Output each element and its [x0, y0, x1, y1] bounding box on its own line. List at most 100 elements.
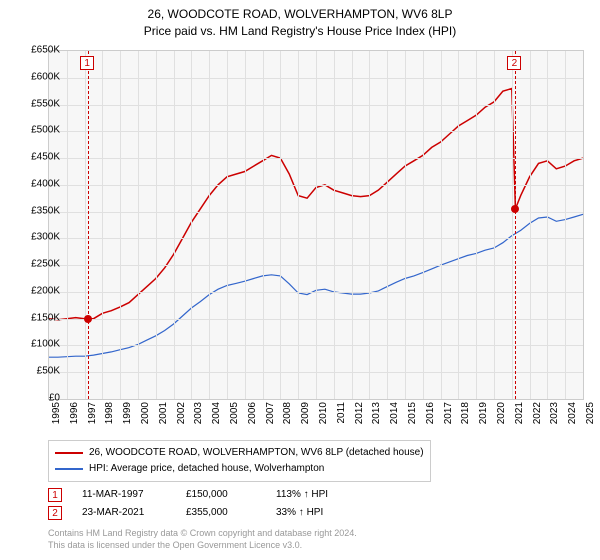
y-axis-label: £600K	[20, 71, 60, 82]
y-axis-label: £450K	[20, 152, 60, 163]
x-axis-label: 1998	[104, 402, 115, 424]
gridline-v	[263, 51, 264, 399]
title-block: 26, WOODCOTE ROAD, WOLVERHAMPTON, WV6 8L…	[0, 0, 600, 40]
gridline-v	[120, 51, 121, 399]
sale-date: 23-MAR-2021	[82, 504, 166, 522]
y-axis-label: £150K	[20, 312, 60, 323]
x-axis-label: 2008	[282, 402, 293, 424]
sale-price: £355,000	[186, 504, 256, 522]
x-axis-label: 2012	[354, 402, 365, 424]
legend-label: 26, WOODCOTE ROAD, WOLVERHAMPTON, WV6 8L…	[89, 445, 424, 461]
sale-price: £150,000	[186, 486, 256, 504]
gridline-v	[441, 51, 442, 399]
gridline-v	[494, 51, 495, 399]
plot-area	[48, 50, 584, 400]
sale-pct: 33% ↑ HPI	[276, 504, 356, 522]
sale-marker-dot	[511, 205, 519, 213]
legend-box: 26, WOODCOTE ROAD, WOLVERHAMPTON, WV6 8L…	[48, 440, 431, 482]
gridline-v	[458, 51, 459, 399]
x-axis-label: 2009	[300, 402, 311, 424]
legend-swatch	[55, 468, 83, 470]
x-axis-label: 1995	[51, 402, 62, 424]
gridline-v	[405, 51, 406, 399]
gridline-v	[334, 51, 335, 399]
x-axis-label: 2023	[549, 402, 560, 424]
gridline-v	[316, 51, 317, 399]
sale-marker-dot	[84, 315, 92, 323]
gridline-v	[352, 51, 353, 399]
y-axis-label: £550K	[20, 98, 60, 109]
sale-marker-line	[88, 51, 89, 399]
legend-row: 26, WOODCOTE ROAD, WOLVERHAMPTON, WV6 8L…	[55, 445, 424, 461]
x-axis-label: 2001	[158, 402, 169, 424]
y-axis-label: £500K	[20, 125, 60, 136]
x-axis-label: 2002	[176, 402, 187, 424]
x-axis-label: 2005	[229, 402, 240, 424]
x-axis-label: 2020	[496, 402, 507, 424]
x-axis-label: 2003	[193, 402, 204, 424]
gridline-v	[67, 51, 68, 399]
gridline-v	[387, 51, 388, 399]
x-axis-label: 2016	[425, 402, 436, 424]
gridline-v	[227, 51, 228, 399]
y-axis-label: £650K	[20, 45, 60, 56]
y-axis-label: £250K	[20, 259, 60, 270]
x-axis-label: 2000	[140, 402, 151, 424]
x-axis-label: 1999	[122, 402, 133, 424]
legend-row: HPI: Average price, detached house, Wolv…	[55, 461, 424, 477]
x-axis-label: 2015	[407, 402, 418, 424]
sale-date: 11-MAR-1997	[82, 486, 166, 504]
sale-marker-line	[515, 51, 516, 399]
x-axis-label: 2019	[478, 402, 489, 424]
sale-row: 1 11-MAR-1997 £150,000 113% ↑ HPI	[48, 486, 356, 504]
y-axis-label: £100K	[20, 339, 60, 350]
gridline-v	[156, 51, 157, 399]
y-axis-label: £350K	[20, 205, 60, 216]
gridline-v	[530, 51, 531, 399]
x-axis-label: 2024	[567, 402, 578, 424]
x-axis-label: 2007	[265, 402, 276, 424]
x-axis-label: 2006	[247, 402, 258, 424]
x-axis-label: 2025	[585, 402, 596, 424]
gridline-v	[369, 51, 370, 399]
gridline-v	[102, 51, 103, 399]
sale-id-badge: 1	[48, 488, 62, 502]
x-axis-label: 2010	[318, 402, 329, 424]
x-axis-label: 2014	[389, 402, 400, 424]
y-axis-label: £400K	[20, 178, 60, 189]
x-axis-label: 2017	[443, 402, 454, 424]
chart-container: 26, WOODCOTE ROAD, WOLVERHAMPTON, WV6 8L…	[0, 0, 600, 560]
footer-line-2: This data is licensed under the Open Gov…	[48, 540, 357, 552]
sales-table: 1 11-MAR-1997 £150,000 113% ↑ HPI 2 23-MAR-20…	[48, 486, 356, 522]
gridline-v	[245, 51, 246, 399]
gridline-v	[209, 51, 210, 399]
x-axis-label: 1996	[69, 402, 80, 424]
gridline-v	[423, 51, 424, 399]
title-line-2: Price paid vs. HM Land Registry's House …	[0, 23, 600, 40]
sale-row: 2 23-MAR-2021 £355,000 33% ↑ HPI	[48, 504, 356, 522]
gridline-v	[138, 51, 139, 399]
gridline-v	[547, 51, 548, 399]
sale-id-badge: 2	[48, 506, 62, 520]
y-axis-label: £50K	[20, 366, 60, 377]
x-axis-label: 1997	[87, 402, 98, 424]
gridline-v	[512, 51, 513, 399]
sale-pct: 113% ↑ HPI	[276, 486, 356, 504]
x-axis-label: 2018	[460, 402, 471, 424]
gridline-v	[174, 51, 175, 399]
footer-attribution: Contains HM Land Registry data © Crown c…	[48, 528, 357, 551]
legend-label: HPI: Average price, detached house, Wolv…	[89, 461, 324, 477]
gridline-v	[476, 51, 477, 399]
x-axis-label: 2004	[211, 402, 222, 424]
sale-marker-badge: 2	[507, 56, 521, 70]
gridline-v	[565, 51, 566, 399]
sale-marker-badge: 1	[80, 56, 94, 70]
x-axis-label: 2021	[514, 402, 525, 424]
x-axis-label: 2011	[336, 402, 347, 424]
legend-swatch	[55, 452, 83, 454]
x-axis-label: 2013	[371, 402, 382, 424]
y-axis-label: £200K	[20, 285, 60, 296]
gridline-v	[280, 51, 281, 399]
gridline-v	[298, 51, 299, 399]
gridline-v	[85, 51, 86, 399]
